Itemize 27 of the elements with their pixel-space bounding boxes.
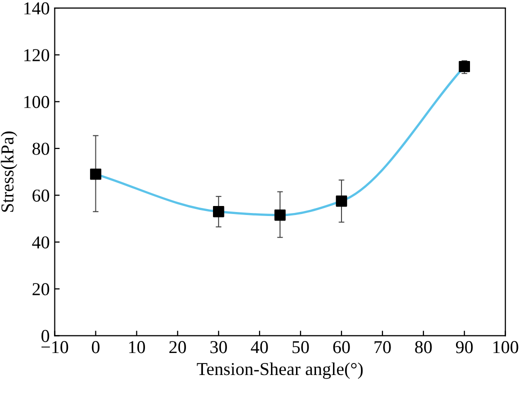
x-tick-label: 100 <box>493 341 518 354</box>
x-tick-label: 50 <box>292 341 309 354</box>
x-tick-label: 70 <box>374 341 391 354</box>
y-tick-label: 100 <box>24 96 50 108</box>
x-tick-label: −10 <box>41 341 68 354</box>
point <box>274 210 286 221</box>
x-tick-label: 20 <box>169 341 186 354</box>
x-tick-label: 80 <box>415 341 432 354</box>
y-axis-title: Stress(kPa) <box>0 132 18 212</box>
y-tick-label: 0 <box>42 330 50 342</box>
x-tick-label: 90 <box>456 341 473 354</box>
point <box>336 196 348 207</box>
y-tick-label: 120 <box>24 49 50 62</box>
point <box>212 206 224 218</box>
y-tick-label: 80 <box>32 142 50 155</box>
y-tick-label: 60 <box>32 190 50 202</box>
y-tick-label: 140 <box>24 2 50 14</box>
y-tick-label: 40 <box>32 236 50 249</box>
x-tick-label: 0 <box>92 341 100 354</box>
x-tick-label: 60 <box>333 341 350 354</box>
x-tick-label: 30 <box>210 341 227 354</box>
x-axis-title: Tension-Shear angle(°) <box>196 362 363 379</box>
y-tick-label: 20 <box>32 283 50 296</box>
point <box>458 60 470 72</box>
x-tick-label: 40 <box>250 341 268 354</box>
point <box>90 168 102 180</box>
x-tick-label: 10 <box>129 341 145 354</box>
